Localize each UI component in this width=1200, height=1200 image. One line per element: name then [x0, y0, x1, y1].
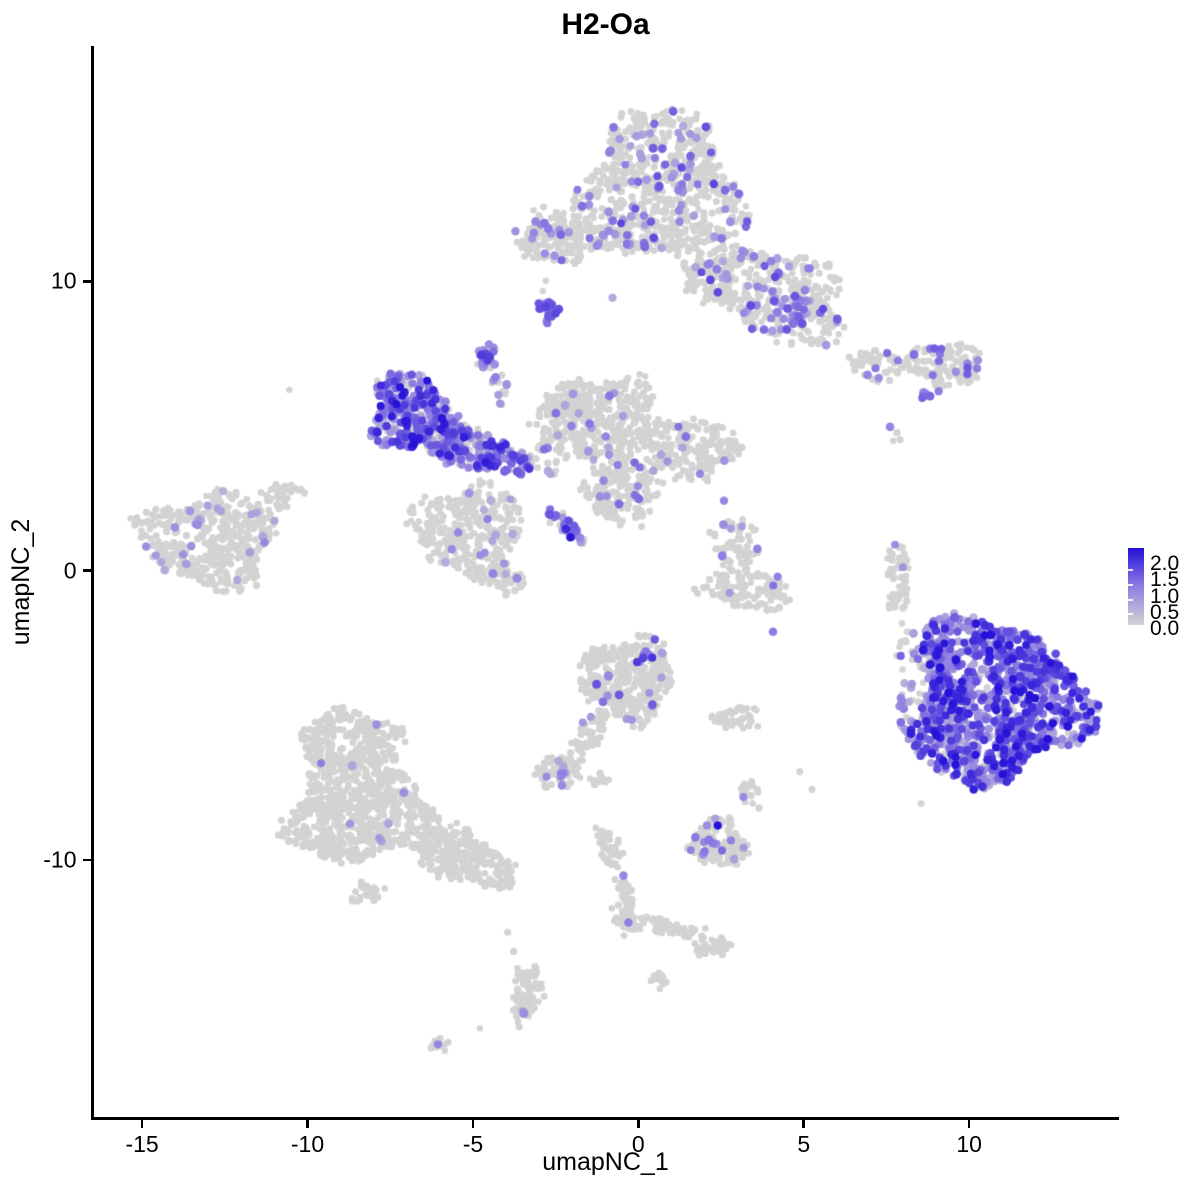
y-tick-label: 0	[63, 557, 77, 584]
colorbar-tick-label: 0.5	[1150, 600, 1180, 624]
x-tick-label: -5	[462, 1130, 484, 1157]
x-tick-mark	[140, 1119, 144, 1128]
colorbar-tick-dash	[1128, 584, 1133, 586]
x-tick-mark	[967, 1119, 971, 1128]
y-tick-mark	[82, 280, 91, 283]
y-axis-title: umapNC_2	[7, 518, 35, 646]
y-tick-mark	[82, 569, 91, 572]
y-tick-label: -10	[43, 846, 77, 873]
colorbar-tick-dash	[1128, 569, 1133, 571]
x-tick-label: -10	[290, 1130, 325, 1157]
x-tick-label: 5	[797, 1130, 811, 1157]
colorbar-tick-dash	[1128, 613, 1133, 615]
y-tick-mark	[82, 858, 91, 862]
x-axis-title: umapNC_1	[542, 1148, 669, 1176]
x-tick-mark	[802, 1119, 805, 1128]
x-tick-mark	[306, 1119, 309, 1128]
x-tick-mark	[471, 1119, 475, 1128]
x-axis-line	[91, 1117, 1119, 1120]
y-axis-line	[91, 46, 94, 1119]
y-tick-label: 10	[50, 267, 77, 294]
colorbar-gradient	[1128, 548, 1144, 625]
colorbar-tick-dash	[1128, 599, 1133, 601]
colorbar-tick-label: 0.0	[1150, 617, 1180, 641]
plot-title: H2-Oa	[561, 8, 650, 41]
x-tick-label: -15	[125, 1130, 159, 1157]
x-tick-label: 10	[956, 1130, 982, 1157]
colorbar-tick-label: 2.0	[1150, 552, 1180, 575]
x-tick-mark	[637, 1119, 640, 1128]
x-tick-label: 0	[631, 1130, 645, 1157]
colorbar-tick-label: 1.0	[1150, 584, 1180, 608]
colorbar-tick-label: 1.5	[1150, 568, 1180, 592]
